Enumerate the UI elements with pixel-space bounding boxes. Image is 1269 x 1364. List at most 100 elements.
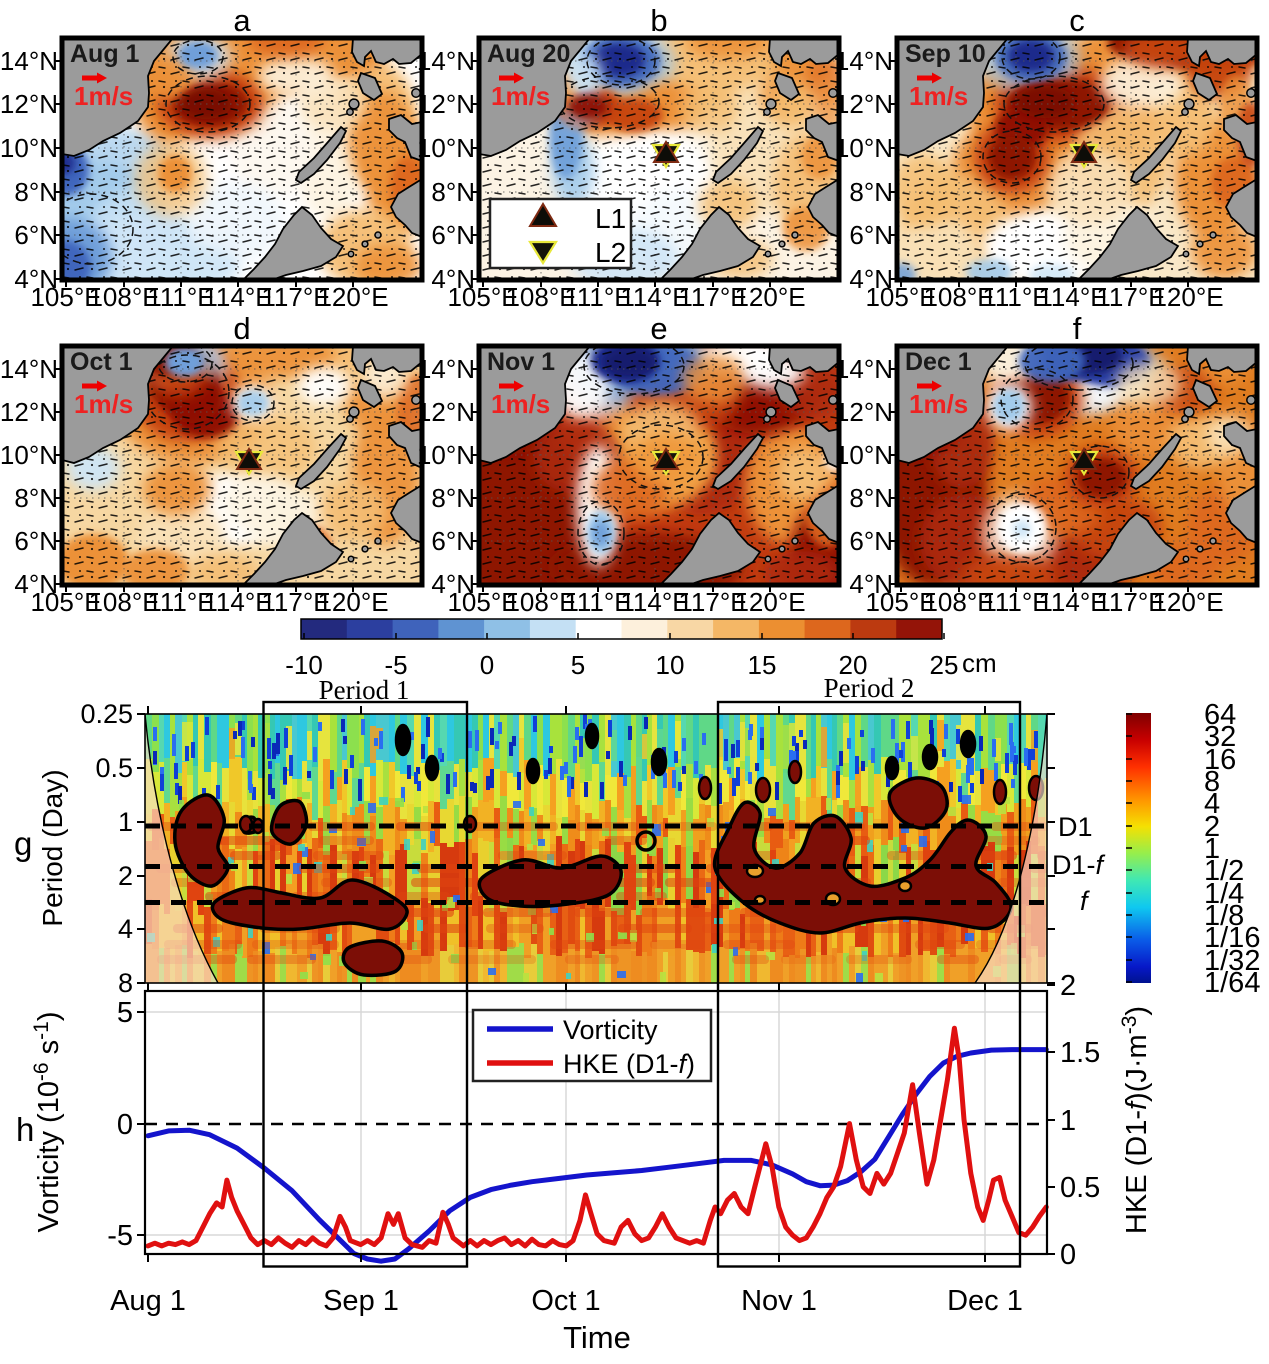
svg-text:c: c — [1069, 3, 1085, 38]
svg-text:h: h — [16, 1111, 34, 1148]
svg-text:1: 1 — [1060, 1105, 1076, 1137]
svg-text:14°N: 14°N — [0, 354, 58, 384]
svg-text:4°N: 4°N — [849, 569, 893, 599]
svg-text:Dec 1: Dec 1 — [905, 348, 972, 376]
svg-text:10°N: 10°N — [417, 133, 475, 163]
svg-text:20: 20 — [839, 650, 868, 680]
svg-text:8°N: 8°N — [849, 177, 893, 207]
svg-text:d: d — [233, 311, 250, 346]
svg-text:8: 8 — [118, 968, 133, 998]
svg-text:1/4: 1/4 — [1204, 878, 1244, 910]
svg-text:1.5: 1.5 — [1060, 1037, 1100, 1069]
svg-text:1m/s: 1m/s — [74, 81, 133, 111]
svg-text:4°N: 4°N — [14, 569, 58, 599]
svg-text:L2: L2 — [595, 237, 626, 268]
svg-text:14°N: 14°N — [0, 46, 58, 76]
svg-text:6°N: 6°N — [849, 220, 893, 250]
svg-text:b: b — [650, 3, 667, 38]
svg-text:0: 0 — [1060, 1239, 1076, 1271]
svg-text:12°N: 12°N — [417, 397, 475, 427]
svg-text:Sep 1: Sep 1 — [323, 1285, 399, 1317]
svg-text:HKE (D1-f): HKE (D1-f) — [563, 1049, 695, 1079]
svg-text:L1: L1 — [595, 203, 626, 234]
svg-text:4: 4 — [118, 914, 133, 944]
svg-text:e: e — [650, 311, 667, 346]
svg-text:8°N: 8°N — [849, 483, 893, 513]
svg-text:1/2: 1/2 — [1204, 855, 1244, 887]
svg-text:1m/s: 1m/s — [909, 389, 968, 419]
svg-text:a: a — [233, 3, 251, 38]
svg-text:14°N: 14°N — [417, 46, 475, 76]
svg-text:0.25: 0.25 — [80, 699, 133, 729]
svg-text:10°N: 10°N — [835, 440, 893, 470]
svg-text:15: 15 — [748, 650, 777, 680]
svg-text:1: 1 — [1204, 833, 1220, 865]
svg-text:-10: -10 — [285, 650, 323, 680]
svg-text:6°N: 6°N — [431, 220, 475, 250]
svg-text:6°N: 6°N — [14, 220, 58, 250]
svg-text:Dec 1: Dec 1 — [947, 1285, 1023, 1317]
svg-text:Vorticity (10-6 s-1): Vorticity (10-6 s-1) — [30, 1011, 65, 1232]
svg-text:2: 2 — [118, 861, 133, 891]
svg-text:16: 16 — [1204, 744, 1236, 776]
svg-text:4°N: 4°N — [431, 264, 475, 294]
svg-text:Sep 10: Sep 10 — [905, 40, 986, 68]
svg-text:Nov 1: Nov 1 — [487, 348, 555, 376]
svg-text:8°N: 8°N — [431, 483, 475, 513]
svg-text:Time: Time — [563, 1320, 631, 1355]
svg-text:0: 0 — [117, 1109, 133, 1141]
svg-text:6°N: 6°N — [14, 526, 58, 556]
svg-text:10°N: 10°N — [835, 133, 893, 163]
svg-text:14°N: 14°N — [835, 46, 893, 76]
svg-text:1m/s: 1m/s — [909, 81, 968, 111]
svg-text:1m/s: 1m/s — [491, 81, 550, 111]
svg-text:0.5: 0.5 — [95, 753, 133, 783]
svg-text:14°N: 14°N — [835, 354, 893, 384]
svg-text:g: g — [14, 825, 32, 862]
svg-text:-5: -5 — [107, 1220, 133, 1252]
svg-text:D1: D1 — [1058, 812, 1093, 842]
svg-text:8°N: 8°N — [14, 177, 58, 207]
svg-text:1: 1 — [118, 807, 133, 837]
svg-text:D1-f: D1-f — [1052, 850, 1106, 880]
svg-text:2: 2 — [1060, 970, 1076, 1002]
svg-text:1/16: 1/16 — [1204, 922, 1260, 954]
svg-text:1/8: 1/8 — [1204, 900, 1244, 932]
svg-text:14°N: 14°N — [417, 354, 475, 384]
svg-text:0: 0 — [480, 650, 494, 680]
svg-text:12°N: 12°N — [0, 89, 58, 119]
svg-text:6°N: 6°N — [849, 526, 893, 556]
svg-text:8°N: 8°N — [14, 483, 58, 513]
svg-text:Aug 1: Aug 1 — [70, 40, 140, 68]
svg-text:1m/s: 1m/s — [74, 389, 133, 419]
svg-text:2: 2 — [1204, 811, 1220, 843]
svg-text:12°N: 12°N — [0, 397, 58, 427]
svg-text:12°N: 12°N — [417, 89, 475, 119]
svg-text:8: 8 — [1204, 766, 1220, 798]
svg-text:5: 5 — [117, 997, 133, 1029]
svg-text:4: 4 — [1204, 788, 1220, 820]
svg-text:12°N: 12°N — [835, 397, 893, 427]
svg-text:f: f — [1080, 886, 1090, 916]
svg-text:Period 1: Period 1 — [319, 675, 410, 705]
svg-text:12°N: 12°N — [835, 89, 893, 119]
svg-text:Vorticity: Vorticity — [563, 1015, 658, 1045]
svg-text:1/64: 1/64 — [1204, 967, 1260, 999]
svg-text:f: f — [1073, 311, 1082, 346]
svg-text:6°N: 6°N — [431, 526, 475, 556]
svg-text:64: 64 — [1204, 699, 1236, 731]
svg-text:Nov 1: Nov 1 — [741, 1285, 817, 1317]
svg-text:0.5: 0.5 — [1060, 1172, 1100, 1204]
svg-text:1m/s: 1m/s — [491, 389, 550, 419]
svg-text:8°N: 8°N — [431, 177, 475, 207]
svg-text:Aug 20: Aug 20 — [487, 40, 570, 68]
svg-text:10°N: 10°N — [417, 440, 475, 470]
svg-text:Aug 1: Aug 1 — [110, 1285, 186, 1317]
svg-text:Oct 1: Oct 1 — [531, 1285, 600, 1317]
svg-text:4°N: 4°N — [14, 264, 58, 294]
svg-text:10°N: 10°N — [0, 440, 58, 470]
svg-text:Oct 1: Oct 1 — [70, 348, 133, 376]
svg-text:5: 5 — [571, 650, 585, 680]
svg-text:1/32: 1/32 — [1204, 945, 1260, 977]
svg-text:25: 25 — [930, 650, 959, 680]
